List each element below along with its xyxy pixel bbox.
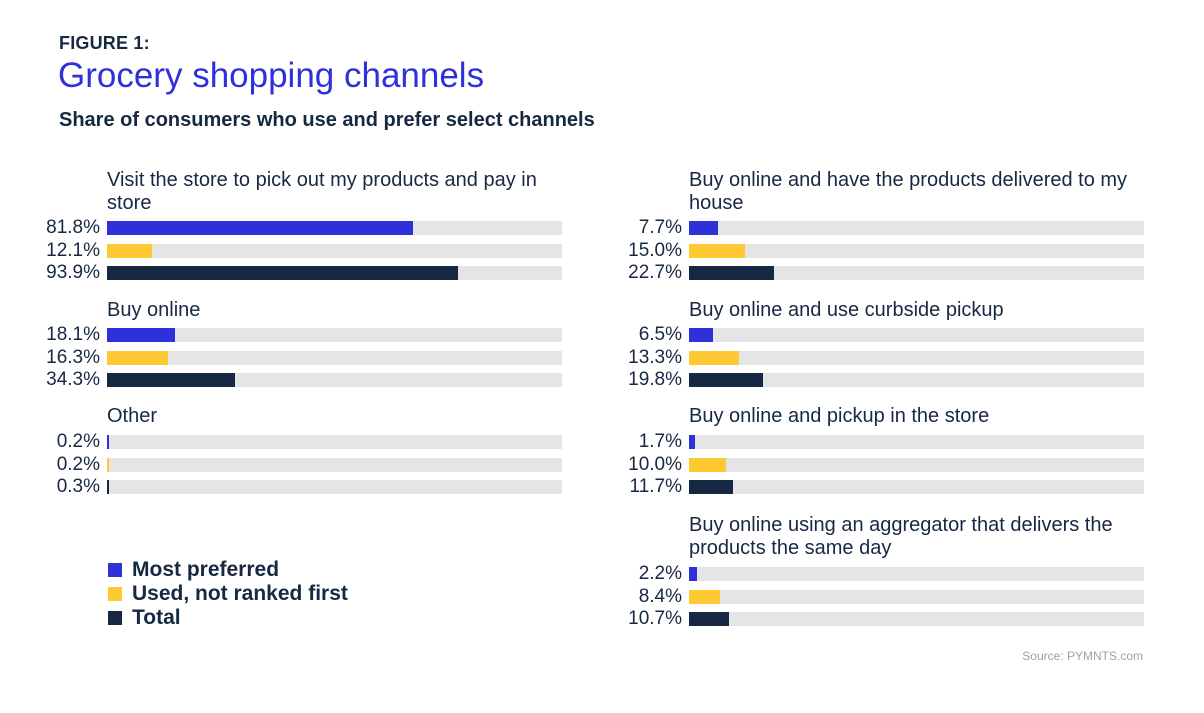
data-label: 7.7% xyxy=(638,217,682,238)
bar-most-preferred xyxy=(689,328,714,342)
bar-track xyxy=(689,567,1144,581)
data-label: 18.1% xyxy=(46,324,100,345)
bar-total xyxy=(689,373,764,388)
bar-track xyxy=(689,221,1144,235)
data-label: 8.4% xyxy=(638,585,682,607)
bar-most-preferred xyxy=(107,328,175,342)
group-title: Buy online and use curbside pickup xyxy=(689,299,1004,321)
group-title: Buy online xyxy=(107,299,201,321)
group-title: Visit the store to pick out my products … xyxy=(107,169,537,214)
data-label: 12.1% xyxy=(46,239,100,261)
data-label: 81.8% xyxy=(46,217,100,238)
figure-label: FIGURE 1: xyxy=(59,33,150,53)
data-label: 15.0% xyxy=(628,239,682,261)
legend: Most preferred Used, not ranked first To… xyxy=(108,558,348,630)
chart-title: Grocery shopping channels xyxy=(58,56,485,95)
data-label: 0.2% xyxy=(56,431,100,452)
bar-track xyxy=(689,589,1144,604)
bar-track xyxy=(107,480,562,495)
data-label: 6.5% xyxy=(638,324,682,345)
legend-label: Used, not ranked first xyxy=(132,582,348,605)
bar-used-not-first xyxy=(689,243,746,258)
legend-label: Most preferred xyxy=(132,558,280,581)
bar-used-not-first xyxy=(689,350,739,365)
bar-track xyxy=(689,435,1144,449)
data-label: 11.7% xyxy=(629,476,682,498)
group-title: Other xyxy=(107,405,158,427)
bar-total xyxy=(107,480,109,495)
group-title: Buy online and pickup in the store xyxy=(689,405,990,427)
bar-track xyxy=(107,266,562,281)
bar-track xyxy=(689,350,1144,365)
bar-used-not-first xyxy=(107,243,153,258)
group-title: Buy online and have the products deliver… xyxy=(689,169,1128,214)
bar-most-preferred xyxy=(689,567,698,581)
data-label: 93.9% xyxy=(46,262,100,284)
data-label: 0.2% xyxy=(56,453,100,475)
bar-used-not-first xyxy=(107,350,168,365)
data-label: 34.3% xyxy=(46,369,100,391)
bar-total xyxy=(107,266,459,281)
bar-track xyxy=(689,612,1144,627)
data-label: 22.7% xyxy=(628,262,682,284)
bar-track xyxy=(689,266,1144,281)
bar-total xyxy=(689,480,733,495)
bar-total xyxy=(689,266,774,281)
bar-track xyxy=(689,457,1144,472)
bar-used-not-first xyxy=(689,589,721,604)
data-label: 1.7% xyxy=(638,431,682,452)
data-label: 10.0% xyxy=(628,453,682,475)
bar-track xyxy=(107,457,562,472)
bar-track xyxy=(107,243,562,258)
bar-total xyxy=(689,612,730,627)
bar-total xyxy=(107,373,236,388)
data-label: 2.2% xyxy=(638,563,682,584)
source-note: Source: PYMNTS.com xyxy=(1022,649,1143,663)
bar-most-preferred xyxy=(107,435,109,449)
legend-item-used-not-first: Used, not ranked first xyxy=(108,582,348,606)
group-title: Buy online using an aggregator that deli… xyxy=(689,514,1113,559)
legend-item-most-preferred: Most preferred xyxy=(108,558,348,582)
bar-track xyxy=(107,350,562,365)
legend-swatch xyxy=(108,563,122,577)
bar-track xyxy=(689,373,1144,388)
legend-item-total: Total xyxy=(108,606,348,630)
bar-track xyxy=(689,480,1144,495)
bar-most-preferred xyxy=(689,221,718,235)
legend-label: Total xyxy=(132,606,181,629)
bar-used-not-first xyxy=(107,457,109,472)
legend-swatch xyxy=(108,587,122,601)
bar-track xyxy=(107,328,562,342)
bar-track xyxy=(689,243,1144,258)
bar-track xyxy=(689,328,1144,342)
data-label: 0.3% xyxy=(56,476,100,498)
bar-track xyxy=(107,221,562,235)
data-label: 13.3% xyxy=(628,346,682,368)
bar-track xyxy=(107,435,562,449)
chart-subtitle: Share of consumers who use and prefer se… xyxy=(59,109,595,131)
data-label: 19.8% xyxy=(628,369,682,391)
bar-used-not-first xyxy=(689,457,727,472)
bar-most-preferred xyxy=(107,221,414,235)
bar-track xyxy=(107,373,562,388)
data-label: 10.7% xyxy=(628,608,682,630)
bar-most-preferred xyxy=(689,435,696,449)
data-label: 16.3% xyxy=(46,346,100,368)
legend-swatch xyxy=(108,611,122,625)
